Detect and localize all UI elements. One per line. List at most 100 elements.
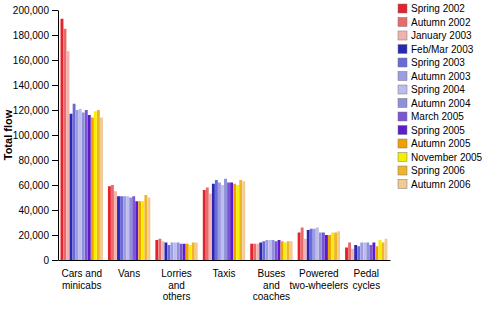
bar (85, 110, 88, 260)
legend-swatch (398, 85, 407, 94)
bar (385, 239, 388, 260)
y-tick-label: 0 (43, 255, 49, 266)
bar (363, 243, 366, 261)
bar (307, 230, 310, 260)
legend: Spring 2002Autumn 2002January 2003Feb/Ma… (398, 3, 483, 190)
bar (91, 118, 94, 261)
bar (100, 118, 103, 261)
x-axis: Cars andminicabsVansLorriesandothersTaxi… (59, 260, 391, 302)
bar (155, 240, 158, 260)
bar (64, 29, 67, 260)
y-tick-label: 140,000 (13, 80, 50, 91)
bar (331, 233, 334, 261)
bar (375, 246, 378, 260)
bar (129, 198, 132, 261)
legend-label: November 2005 (411, 152, 483, 163)
bar (215, 180, 218, 260)
bar (281, 241, 284, 260)
legend-label: Spring 2005 (411, 125, 465, 136)
bar (328, 235, 331, 260)
legend-entry: Autumn 2006 (398, 179, 471, 190)
series (67, 51, 354, 260)
plot: 020,00040,00060,00080,000100,000120,0001… (13, 5, 391, 302)
y-tick-mark (52, 60, 58, 61)
x-tick: Vans (118, 260, 140, 279)
bar (192, 243, 195, 261)
bar (275, 241, 278, 260)
series (88, 115, 375, 260)
y-tick: 120,000 (13, 105, 58, 116)
bar (345, 248, 348, 261)
x-tick-label: Pedalcycles (352, 268, 380, 291)
x-tick: Pedalcycles (352, 260, 380, 291)
legend-label: Spring 2006 (411, 165, 465, 176)
bar (236, 185, 239, 260)
bar (117, 196, 120, 260)
bar (123, 196, 126, 260)
bar (212, 184, 215, 260)
bar (183, 244, 186, 260)
bar (298, 233, 301, 261)
legend-entry: Feb/Mar 2003 (398, 44, 474, 55)
legend-swatch (398, 31, 407, 40)
bar (284, 243, 287, 261)
bar (278, 240, 281, 260)
y-tick-label: 200,000 (13, 5, 50, 16)
bar (357, 246, 360, 260)
y-tick-mark (52, 110, 58, 111)
series (64, 29, 351, 260)
y-tick-mark (52, 135, 58, 136)
bar (138, 201, 141, 260)
y-tick-label: 160,000 (13, 55, 50, 66)
series (82, 113, 369, 261)
y-tick: 200,000 (13, 5, 58, 16)
x-tick: Poweredtwo-wheelers (289, 260, 348, 291)
legend-label: Spring 2003 (411, 57, 465, 68)
legend-label: January 2003 (411, 30, 472, 41)
y-tick: 100,000 (13, 130, 58, 141)
legend-entry: March 2005 (398, 111, 464, 122)
bar (76, 110, 79, 260)
bar (67, 51, 70, 260)
legend-entry: Autumn 2004 (398, 98, 471, 109)
bar (73, 104, 76, 260)
y-tick-mark (52, 210, 58, 211)
bar (94, 111, 97, 260)
legend-entry: Spring 2003 (398, 57, 465, 68)
legend-entry: Spring 2005 (398, 125, 465, 136)
x-tick-label: Cars andminicabs (61, 268, 102, 291)
series (76, 110, 363, 260)
legend-swatch (398, 45, 407, 54)
legend-swatch (398, 126, 407, 135)
legend-swatch (398, 112, 407, 121)
series (91, 118, 378, 261)
bar (114, 191, 117, 260)
x-axis-line (59, 260, 391, 261)
legend-label: March 2005 (411, 111, 464, 122)
bars (61, 19, 388, 260)
bar (256, 244, 259, 260)
x-tick-label: Poweredtwo-wheelers (289, 268, 348, 291)
bar (203, 190, 206, 260)
bar (322, 233, 325, 261)
bar (348, 243, 351, 261)
bar (164, 243, 167, 261)
x-tick: Busesandcoaches (253, 260, 290, 302)
bar (259, 243, 262, 261)
bar (97, 110, 100, 260)
bar (209, 194, 212, 260)
legend-entry: Autumn 2002 (398, 17, 471, 28)
y-tick-mark (52, 260, 58, 261)
bar (239, 180, 242, 260)
legend-entry: November 2005 (398, 152, 483, 163)
y-tick: 80,000 (18, 155, 58, 166)
bar (161, 241, 164, 260)
bar (126, 196, 129, 260)
y-tick: 140,000 (13, 80, 58, 91)
legend-swatch (398, 72, 407, 81)
bar (325, 235, 328, 260)
bar (171, 243, 174, 261)
y-tick-label: 120,000 (13, 105, 50, 116)
bar (250, 244, 253, 260)
y-tick-label: 60,000 (18, 180, 49, 191)
